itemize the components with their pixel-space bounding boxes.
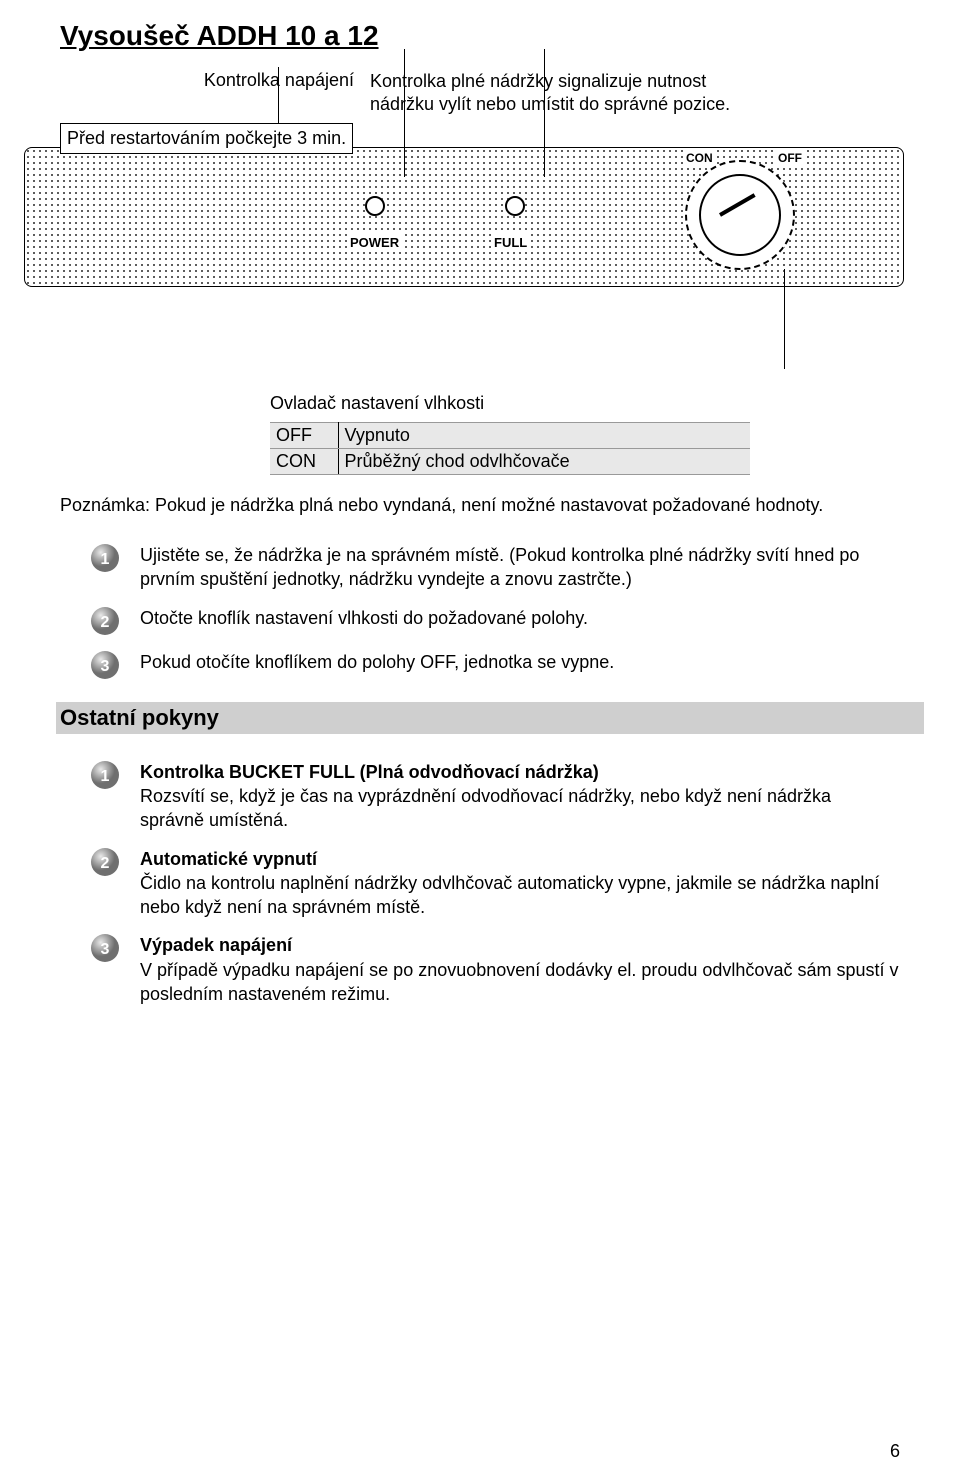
svg-text:3: 3 bbox=[101, 941, 110, 958]
tank-full-note: Poznámka: Pokud je nádržka plná nebo vyn… bbox=[60, 493, 900, 517]
control-panel: POWER FULL CON OFF bbox=[24, 147, 904, 287]
other-body: Čidlo na kontrolu naplnění nádržky odvlh… bbox=[140, 873, 879, 917]
svg-text:2: 2 bbox=[101, 855, 110, 872]
humidity-dial-icon bbox=[685, 160, 795, 270]
leader-line bbox=[278, 67, 279, 125]
mode-key: OFF bbox=[270, 422, 338, 448]
other-list: 1 Kontrolka BUCKET FULL (Plná odvodňovac… bbox=[60, 760, 900, 1007]
mode-value: Průběžný chod odvlhčovače bbox=[338, 448, 750, 474]
bullet-3-icon: 3 bbox=[90, 650, 120, 680]
list-item: 2 Otočte knoflík nastavení vlhkosti do p… bbox=[60, 606, 900, 636]
bullet-2-icon: 2 bbox=[90, 606, 120, 636]
bullet-3-icon: 3 bbox=[90, 933, 120, 963]
other-title: Kontrolka BUCKET FULL (Plná odvodňovací … bbox=[140, 762, 599, 782]
svg-text:3: 3 bbox=[101, 658, 110, 675]
other-text: Automatické vypnutí Čidlo na kontrolu na… bbox=[140, 847, 900, 920]
steps-list: 1 Ujistěte se, že nádržka je na správném… bbox=[60, 543, 900, 680]
control-panel-figure: Před restartováním počkejte 3 min. POWER… bbox=[60, 123, 900, 303]
power-led-icon bbox=[365, 196, 385, 216]
svg-text:2: 2 bbox=[101, 614, 110, 631]
page-title: Vysoušeč ADDH 10 a 12 bbox=[60, 20, 900, 52]
callout-full-led: Kontrolka plné nádržky signalizuje nutno… bbox=[370, 70, 750, 117]
other-body: Rozsvítí se, když je čas na vyprázdnění … bbox=[140, 786, 831, 830]
svg-text:1: 1 bbox=[101, 551, 110, 568]
dial-mode-table: OFF Vypnuto CON Průběžný chod odvlhčovač… bbox=[270, 422, 750, 475]
restart-note-box: Před restartováním počkejte 3 min. bbox=[60, 123, 353, 154]
other-title: Automatické vypnutí bbox=[140, 849, 317, 869]
bullet-1-icon: 1 bbox=[90, 543, 120, 573]
list-item: 2 Automatické vypnutí Čidlo na kontrolu … bbox=[60, 847, 900, 920]
full-led-icon bbox=[505, 196, 525, 216]
other-text: Kontrolka BUCKET FULL (Plná odvodňovací … bbox=[140, 760, 900, 833]
callout-row: Kontrolka napájení Kontrolka plné nádržk… bbox=[60, 70, 900, 117]
bullet-1-icon: 1 bbox=[90, 760, 120, 790]
list-item: 1 Kontrolka BUCKET FULL (Plná odvodňovac… bbox=[60, 760, 900, 833]
power-label: POWER bbox=[347, 234, 402, 251]
other-body: V případě výpadku napájení se po znovuob… bbox=[140, 960, 899, 1004]
step-text: Ujistěte se, že nádržka je na správném m… bbox=[140, 543, 900, 592]
dial-con-label: CON bbox=[683, 150, 716, 166]
dial-section-heading: Ovladač nastavení vlhkosti bbox=[270, 393, 900, 414]
bullet-2-icon: 2 bbox=[90, 847, 120, 877]
table-row: OFF Vypnuto bbox=[270, 422, 750, 448]
other-instructions-heading: Ostatní pokyny bbox=[56, 702, 924, 734]
list-item: 1 Ujistěte se, že nádržka je na správném… bbox=[60, 543, 900, 592]
page-number: 6 bbox=[890, 1441, 900, 1462]
list-item: 3 Pokud otočíte knoflíkem do polohy OFF,… bbox=[60, 650, 900, 680]
other-title: Výpadek napájení bbox=[140, 935, 292, 955]
mode-value: Vypnuto bbox=[338, 422, 750, 448]
table-row: CON Průběžný chod odvlhčovače bbox=[270, 448, 750, 474]
leader-line bbox=[784, 269, 785, 369]
step-text: Otočte knoflík nastavení vlhkosti do pož… bbox=[140, 606, 900, 630]
svg-text:1: 1 bbox=[101, 768, 110, 785]
list-item: 3 Výpadek napájení V případě výpadku nap… bbox=[60, 933, 900, 1006]
full-label: FULL bbox=[491, 234, 530, 251]
callout-power-led: Kontrolka napájení bbox=[60, 70, 360, 117]
other-text: Výpadek napájení V případě výpadku napáj… bbox=[140, 933, 900, 1006]
mode-key: CON bbox=[270, 448, 338, 474]
step-text: Pokud otočíte knoflíkem do polohy OFF, j… bbox=[140, 650, 900, 674]
dial-off-label: OFF bbox=[775, 150, 805, 166]
